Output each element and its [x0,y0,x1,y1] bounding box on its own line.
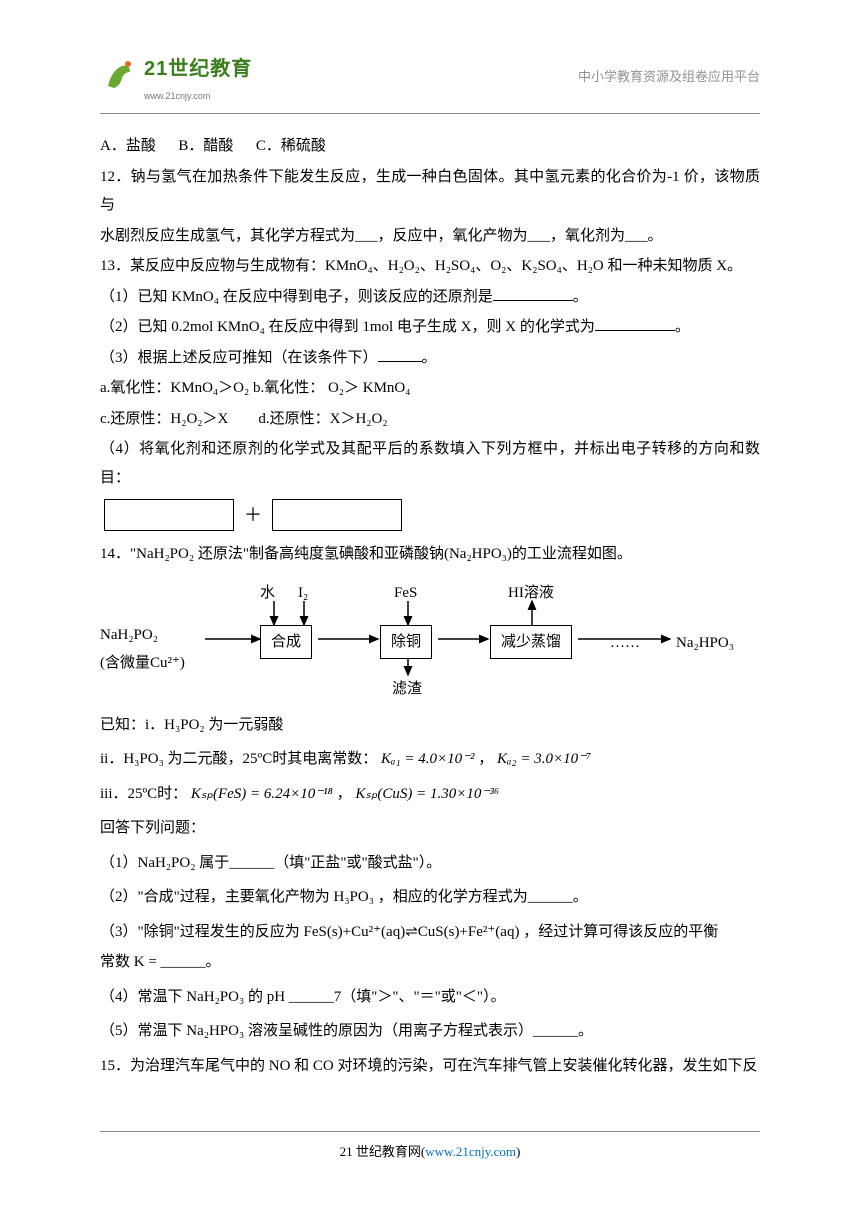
footer-text: 21 世纪教育网(www.21cnjy.com) [340,1144,521,1159]
flow-top-fes: FeS [394,579,417,608]
q14-s4: （4）常温下 NaH₂PO₃ 的 pH ______7（填"＞"、"＝"或"＜"… [100,983,760,1012]
flow-node-decopper: 除铜 [380,625,432,660]
q14-known-ii: ii．H₃PO₃ 为二元酸，25ºC时其电离常数： Kₐ₁ = 4.0×10⁻²… [100,745,760,774]
q13-s1-end: 。 [573,289,588,305]
q13-s1-text: （1）已知 KMnO₄ 在反应中得到电子，则该反应的还原剂是 [100,289,493,305]
q11-opt-a: A．盐酸 [100,138,156,154]
footer-text-a: 21 世纪教育网( [340,1144,426,1159]
q14-known-i: 已知：i．H₃PO₂ 为一元弱酸 [100,711,760,740]
footer-text-b: ) [516,1144,520,1159]
logo-en: www.21cnjy.com [144,88,252,105]
logo: 21世纪教育 www.21cnjy.com [100,50,252,105]
logo-cn: 21世纪教育 [144,50,252,88]
comma2: ， [337,786,352,802]
flow-node-synth: 合成 [260,625,312,660]
header-subtitle: 中小学教育资源及组卷应用平台 [578,65,760,90]
ka1: Kₐ₁ = 4.0×10⁻² [381,751,475,767]
ka2: Kₐ₂ = 3.0×10⁻⁷ [497,751,591,767]
blank[interactable] [378,346,422,362]
q11-options: A．盐酸 B．醋酸 C．稀硫酸 [100,132,760,161]
q14-s3: （3）"除铜"过程发生的反应为 FeS(s)+Cu²⁺(aq)⇌CuS(s)+F… [100,918,760,947]
q13-s2-end: 。 [675,319,690,335]
q13-s1: （1）已知 KMnO₄ 在反应中得到电子，则该反应的还原剂是 。 [100,283,760,312]
content: A．盐酸 B．醋酸 C．稀硫酸 12．钠与氢气在加热条件下能发生反应，生成一种白… [0,114,860,1080]
plus-icon: ＋ [244,498,262,532]
q13-opts-ab: a.氧化性：KMnO₄＞O₂ b.氧化性： O₂＞ KMnO₄ [100,374,760,403]
blank[interactable] [493,285,573,301]
q13-s3-end: 。 [422,350,437,366]
q13-opt-d: d.还原性：X＞H₂O₂ [258,411,387,427]
q12-line2: 水剧烈反应生成氢气，其化学方程式为___，反应中，氧化产物为___，氧化剂为__… [100,222,760,251]
comma1: ， [478,751,493,767]
q13-boxes: ＋ [100,498,760,532]
q13-s3-text: （3）根据上述反应可推知（在该条件下） [100,350,378,366]
q13-stem: 13．某反应中反应物与生成物有：KMnO₄、H₂O₂、H₂SO₄、O₂、K₂SO… [100,252,760,281]
oxidizer-box[interactable] [104,499,234,531]
q14-s3b: 常数 K = ______。 [100,948,760,977]
runner-icon [100,58,142,112]
q13-s2: （2）已知 0.2mol KMnO₄ 在反应中得到 1mol 电子生成 X，则 … [100,313,760,342]
q14-known-iii: iii．25ºC时： Kₛₚ(FeS) = 6.24×10⁻¹⁸ ， Kₛₚ(C… [100,780,760,809]
flow-output: Na₂HPO₃ [676,629,734,658]
reducer-box[interactable] [272,499,402,531]
flow-diagram: NaH₂PO₂ (含微量Cu²⁺) 水 I₂ FeS HI溶液 合成 除铜 减少… [100,579,760,699]
q13-s4: （4）将氧化剂和还原剂的化学式及其配平后的系数填入下列方框中，并标出电子转移的方… [100,435,760,492]
flow-filtrate: 滤渣 [392,675,422,704]
q13-s2-text: （2）已知 0.2mol KMnO₄ 在反应中得到 1mol 电子生成 X，则 … [100,319,595,335]
q14-stem: 14．"NaH₂PO₂ 还原法"制备高纯度氢碘酸和亚磷酸钠(Na₂HPO₃)的工… [100,540,760,569]
q13-opt-c: c.还原性：H₂O₂＞X [100,411,228,427]
q13-s3: （3）根据上述反应可推知（在该条件下） 。 [100,344,760,373]
q11-opt-c: C．稀硫酸 [256,138,326,154]
q14-ii-text: ii．H₃PO₃ 为二元酸，25ºC时其电离常数： [100,751,377,767]
page-header: 21世纪教育 www.21cnjy.com 中小学教育资源及组卷应用平台 [0,0,860,113]
q14-s1: （1）NaH₂PO₂ 属于______（填"正盐"或"酸式盐"）。 [100,849,760,878]
footer-link[interactable]: www.21cnjy.com [425,1144,516,1159]
ksp-cus: Kₛₚ(CuS) = 1.30×10⁻³⁶ [355,786,499,802]
q13-opts-cd: c.还原性：H₂O₂＞X d.还原性：X＞H₂O₂ [100,405,760,434]
flow-top-hi: HI溶液 [508,579,554,608]
flow-top-water: 水 [260,579,275,608]
flow-dots: …… [610,629,640,658]
logo-text: 21世纪教育 www.21cnjy.com [144,50,252,105]
logo-icon [100,60,142,96]
q14-iii-text: iii．25ºC时： [100,786,187,802]
flow-input: NaH₂PO₂ (含微量Cu²⁺) [100,621,210,678]
ksp-fes: Kₛₚ(FeS) = 6.24×10⁻¹⁸ [191,786,333,802]
footer-divider [100,1131,760,1132]
page-footer: 21 世纪教育网(www.21cnjy.com) [0,1131,860,1167]
flow-top-i2: I₂ [298,579,308,608]
blank[interactable] [595,315,675,331]
q11-opt-b: B．醋酸 [178,138,233,154]
flow-node-distill: 减少蒸馏 [490,625,572,660]
q15-text: 15．为治理汽车尾气中的 NO 和 CO 对环境的污染，可在汽车排气管上安装催化… [100,1052,760,1081]
q14-answer-heading: 回答下列问题： [100,814,760,843]
q12-line1: 12．钠与氢气在加热条件下能发生反应，生成一种白色固体。其中氢元素的化合价为-1… [100,163,760,220]
q14-s5: （5）常温下 Na₂HPO₃ 溶液呈碱性的原因为（用离子方程式表示）______… [100,1017,760,1046]
q14-s2: （2）"合成"过程，主要氧化产物为 H₃PO₃ ，相应的化学方程式为______… [100,883,760,912]
